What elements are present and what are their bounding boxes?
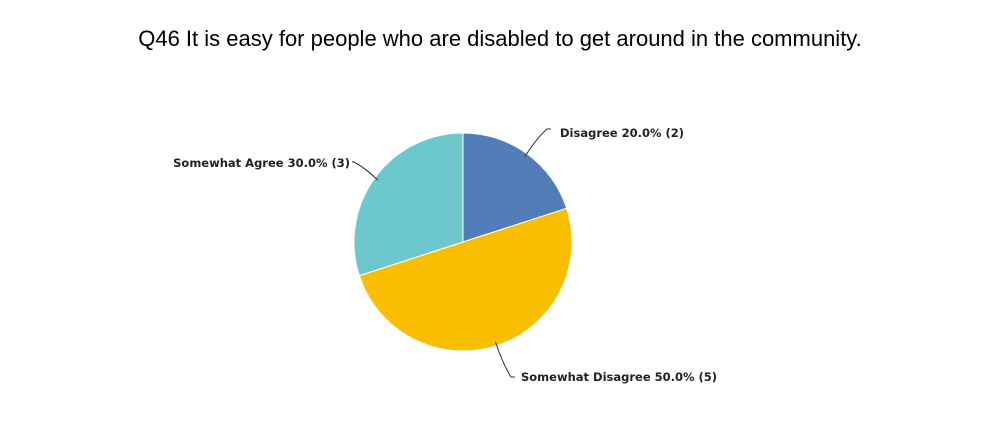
slice-label-somewhat-disagree: Somewhat Disagree 50.0% (5) [521, 370, 717, 384]
leader-line-disagree [524, 128, 551, 158]
leader-line-somewhat-agree [352, 161, 379, 181]
pie-labels: Disagree 20.0% (2) Somewhat Disagree 50.0… [173, 126, 717, 384]
chart-title: Q46 It is easy for people who are disabl… [138, 26, 862, 51]
pie-slices [353, 132, 573, 352]
leader-line-somewhat-disagree [494, 341, 515, 378]
slice-label-disagree: Disagree 20.0% (2) [560, 126, 684, 140]
pie-slice-somewhat-agree [353, 132, 464, 277]
slice-label-somewhat-agree: Somewhat Agree 30.0% (3) [173, 156, 350, 170]
